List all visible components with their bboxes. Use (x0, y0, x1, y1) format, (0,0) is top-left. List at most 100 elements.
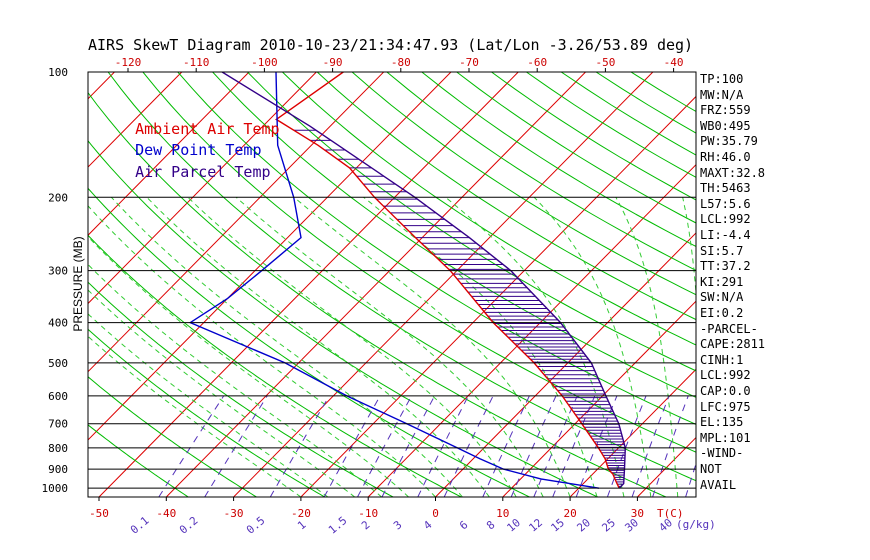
isotherm-line (300, 95, 696, 497)
index-item: LCL:992 (700, 212, 751, 227)
pressure-tick-label: 500 (48, 357, 68, 370)
series-group (188, 72, 627, 489)
pressure-tick-label: 400 (48, 317, 68, 330)
mixing-ratio-tick-label: 20 (574, 516, 593, 534)
index-item: SW:N/A (700, 290, 744, 305)
moist-adiabat-line (363, 196, 598, 497)
mixing-ratio-line (323, 395, 381, 497)
dry-adiabat-line (88, 91, 667, 497)
mixing-ratio-unit-label: (g/kg) (676, 518, 716, 531)
index-item: FRZ:559 (700, 103, 751, 118)
index-item: EL:135 (700, 415, 744, 430)
index-item: TT:37.2 (700, 259, 751, 274)
mixing-ratio-tick-label: 25 (599, 516, 618, 534)
top-temp-tick-label: -110 (183, 56, 210, 69)
moist-adiabat-line (533, 196, 652, 497)
bottom-temp-tick-label: 10 (496, 507, 509, 520)
index-item: TP:100 (700, 72, 744, 86)
index-item: MPL:101 (700, 430, 751, 445)
series-line-1 (188, 72, 600, 489)
dry-adiabat-line (316, 72, 696, 321)
pressure-tick-label: 900 (48, 463, 68, 476)
moist-adiabat-line (88, 335, 302, 497)
index-item: LFC:975 (700, 399, 751, 414)
isotherm-line (88, 72, 183, 168)
isotherm-line (772, 72, 870, 497)
top-temp-tick-label: -80 (391, 56, 411, 69)
pressure-axis-label: PRESSURE (MB) (71, 236, 85, 331)
dry-adiabat-line (88, 281, 394, 497)
isotherm-line (233, 72, 654, 497)
plot-frame (87, 71, 697, 498)
mixing-ratio-tick-label: 3 (391, 518, 404, 532)
mixing-ratio-line (685, 462, 696, 497)
bottom-temp-tick-label: -30 (224, 507, 244, 520)
mixing-ratio-line (417, 395, 469, 497)
moist-adiabat-line (235, 196, 544, 497)
dry-adiabat-line (88, 328, 326, 497)
index-item: AVAIL (700, 477, 737, 492)
legend-label: Dew Point Temp (135, 141, 262, 159)
isotherm-line (435, 232, 696, 497)
background-lines (0, 72, 870, 497)
isotherm-line (0, 72, 47, 497)
legend-label: Air Parcel Temp (135, 163, 271, 181)
pressure-tick-label: 200 (48, 191, 68, 204)
moist-adiabat-line (615, 197, 679, 497)
moist-adiabat-line (111, 196, 463, 497)
index-item: CAPE:2811 (700, 337, 766, 352)
index-item: WB0:495 (700, 118, 751, 133)
dry-adiabat-line (107, 72, 696, 482)
mixing-ratio-tick-label: 8 (484, 518, 497, 532)
bottom-temp-tick-label: -10 (358, 507, 378, 520)
index-item: NOT (700, 462, 722, 476)
dry-adiabat-line (386, 72, 696, 271)
bottom-temp-tick-label: -20 (291, 507, 311, 520)
isotherm-line (98, 72, 519, 497)
index-item: PW:35.79 (700, 134, 758, 149)
bottom-temp-tick-label: -50 (89, 507, 109, 520)
dry-adiabat-line (88, 234, 462, 497)
index-item: MAXT:32.8 (700, 165, 766, 180)
top-temp-tick-label: -40 (664, 56, 684, 69)
moist-adiabat-line (187, 196, 517, 497)
moist-adiabat-line (293, 196, 571, 497)
mixing-ratio-line (652, 395, 689, 497)
index-item: LCL:992 (700, 368, 751, 383)
mixing-ratio-tick-label: 1.5 (326, 514, 350, 537)
bottom-temp-tick-label: 20 (563, 507, 576, 520)
index-item: KI:291 (700, 274, 744, 289)
moist-adiabat-line (88, 263, 383, 497)
dry-adiabat-line (247, 72, 696, 372)
mixing-ratio-line (631, 395, 670, 497)
dry-adiabat-line (421, 72, 696, 248)
isotherm-line (88, 72, 115, 100)
dry-adiabat-line (88, 140, 599, 497)
dry-adiabat-line (282, 72, 696, 346)
mixing-ratio-tick-label: 0.1 (128, 514, 152, 537)
dry-adiabat-line (351, 72, 696, 296)
dry-adiabat-line (456, 72, 696, 224)
mixing-ratio-tick-label: 2 (359, 518, 372, 532)
mixing-ratio-tick-label: 0.5 (244, 514, 268, 537)
bottom-temp-tick-label: 30 (631, 507, 644, 520)
cape-hatching (293, 129, 626, 487)
top-temp-tick-label: -100 (251, 56, 278, 69)
index-item: LI:-4.4 (700, 228, 751, 242)
series-line-2 (221, 72, 627, 489)
index-item: L57:5.6 (700, 196, 751, 211)
pressure-tick-label: 100 (48, 66, 68, 79)
mixing-ratio-tick-label: 0.2 (177, 514, 201, 537)
legend-label: Ambient Air Temp (135, 120, 280, 138)
dry-adiabat-line (88, 424, 189, 497)
index-item: MW:N/A (700, 87, 744, 102)
pressure-tick-label: 800 (48, 442, 68, 455)
index-item: CINH:1 (700, 352, 744, 367)
index-item: EI:0.2 (700, 306, 744, 320)
index-item: -WIND- (700, 446, 744, 461)
index-item: CAP:0.0 (700, 384, 751, 398)
series-line-0 (275, 72, 620, 489)
dry-adiabat-line (491, 72, 696, 201)
moist-adiabat-line (146, 196, 490, 497)
